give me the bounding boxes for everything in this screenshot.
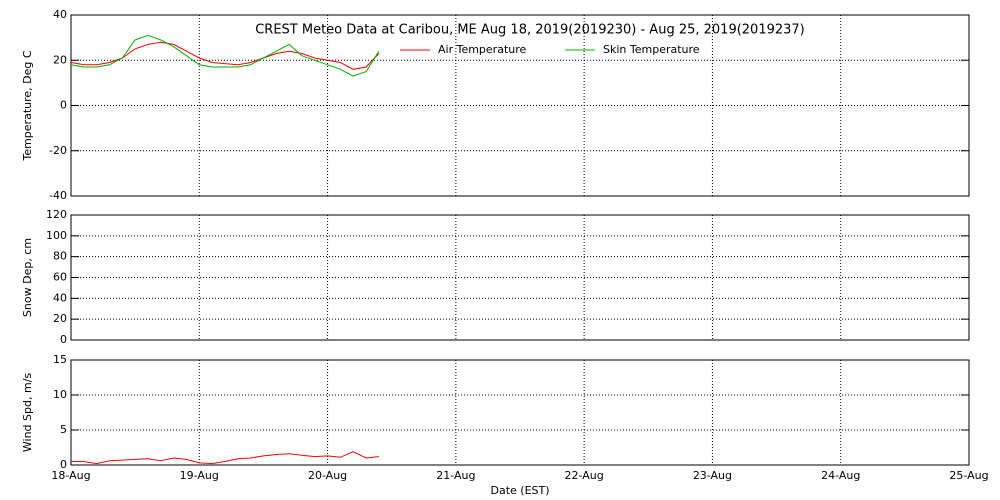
x-tick-label: 19-Aug <box>180 469 219 482</box>
x-tick-label: 23-Aug <box>693 469 732 482</box>
chart-title: CREST Meteo Data at Caribou, ME Aug 18, … <box>255 23 805 38</box>
y-tick-label: -40 <box>49 189 67 202</box>
y-tick-label: 40 <box>53 8 67 21</box>
plot-frame <box>70 214 970 341</box>
y-axis-label: Snow Dep, cm <box>21 238 34 317</box>
data-line <box>70 34 380 77</box>
x-tick-label: 21-Aug <box>436 469 475 482</box>
y-tick-label: 80 <box>53 250 67 263</box>
x-axis-label: Date (EST) <box>490 484 549 497</box>
y-tick-label: 60 <box>53 271 67 284</box>
y-tick-label: 40 <box>53 291 67 304</box>
x-tick-label: 24-Aug <box>821 469 860 482</box>
legend-label: Skin Temperature <box>603 43 700 56</box>
y-tick-label: 120 <box>46 208 67 221</box>
y-tick-label: 20 <box>53 312 67 325</box>
x-tick-label: 22-Aug <box>565 469 604 482</box>
y-tick-label: 5 <box>60 423 67 436</box>
y-tick-label: 0 <box>60 333 67 346</box>
y-tick-label: 100 <box>46 229 67 242</box>
y-tick-label: 20 <box>53 53 67 66</box>
data-line <box>70 41 380 70</box>
y-tick-label: 10 <box>53 388 67 401</box>
y-axis-label: Wind Spd, m/s <box>21 373 34 453</box>
x-tick-label: 25-Aug <box>949 469 988 482</box>
x-tick-label: 18-Aug <box>51 469 90 482</box>
x-tick-label: 20-Aug <box>308 469 347 482</box>
y-tick-label: 15 <box>53 353 67 366</box>
y-axis-label: Temperature, Deg C <box>21 50 34 161</box>
data-line <box>71 451 379 465</box>
y-tick-label: -20 <box>49 144 67 157</box>
legend-label: Air Temperature <box>438 43 527 56</box>
y-tick-label: 0 <box>60 458 67 471</box>
y-tick-label: 0 <box>60 99 67 112</box>
plot-frame <box>70 359 970 466</box>
